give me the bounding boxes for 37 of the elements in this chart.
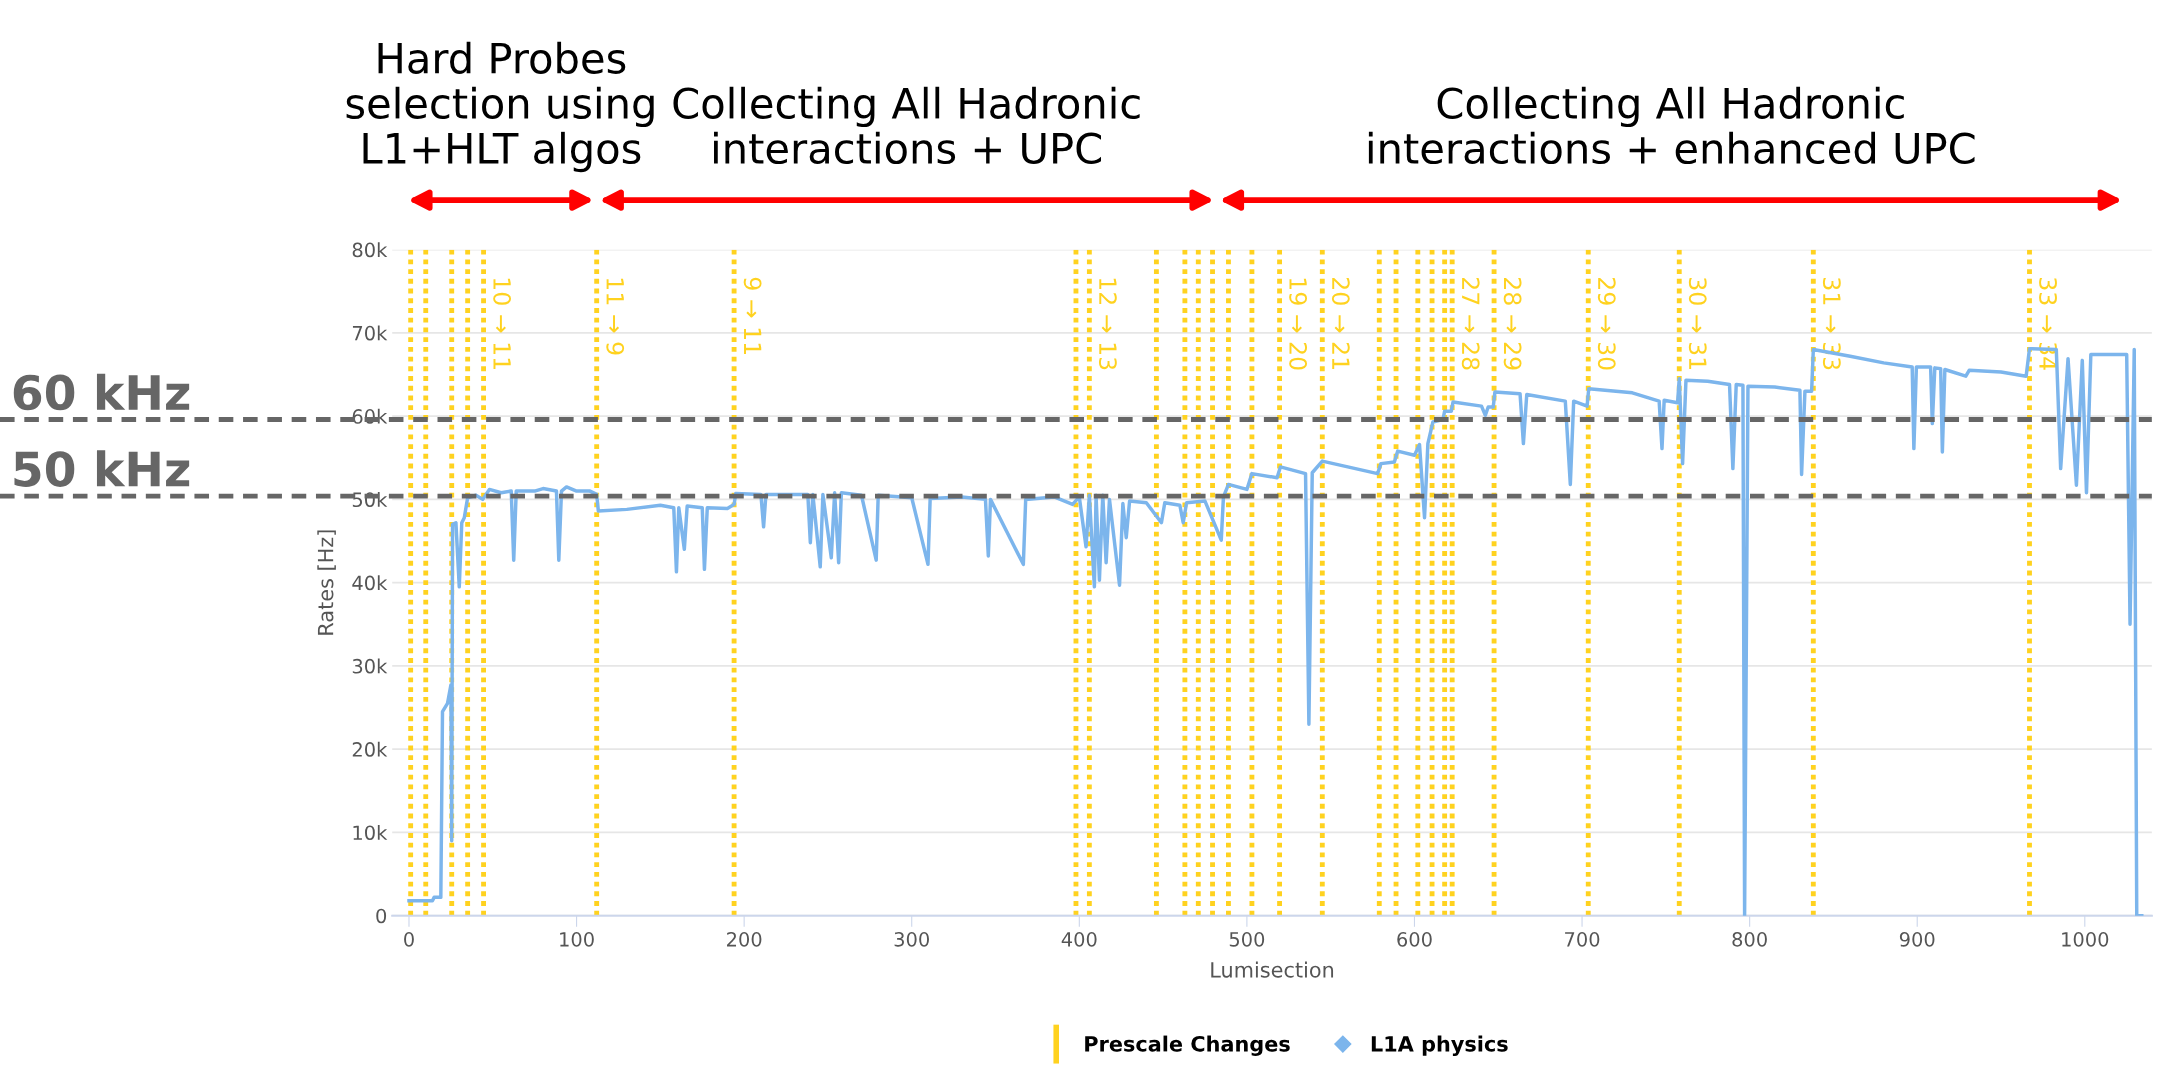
y-axis-title: Rates [Hz] (317, 530, 336, 635)
ref-line-label: 27 → 28 (1461, 278, 1480, 370)
x-tick-label: 200 (727, 931, 762, 947)
ref-line-label: 19 → 20 (1289, 278, 1308, 370)
x-tick-label: 0 (404, 931, 414, 947)
legend-label: L1A physics (1371, 1035, 1508, 1056)
ref-line-label: 50 kHz (14, 450, 190, 487)
y-tick-label: 0 (376, 908, 387, 924)
ref-line-label: 30 → 31 (1688, 278, 1707, 369)
text: Collecting All Hadronic interactions + enhanced UPC (1368, 86, 1975, 165)
x-tick-label: 300 (894, 931, 929, 947)
y-tick-label: 80k (352, 242, 388, 258)
x-tick-label: 800 (1732, 931, 1767, 947)
x-tick-label: 600 (1397, 931, 1432, 947)
ref-line-label: 9 → 11 (743, 277, 762, 354)
y-tick-label: 30k (352, 658, 388, 674)
x-tick-label: 500 (1229, 931, 1265, 947)
y-tick-label: 20k (352, 741, 388, 757)
x-tick-label: 900 (1899, 931, 1935, 947)
ref-line-label: 28 → 29 (1503, 278, 1522, 370)
text: Hard Probes selection using L1+HLT algos (346, 41, 654, 173)
x-tick-label: 700 (1565, 931, 1600, 947)
x-tick-label: 400 (1061, 931, 1097, 947)
ref-line-label: 12 → 13 (1098, 278, 1117, 370)
ref-line-label: 60 kHz (13, 373, 190, 411)
ref-line-label: 20 → 21 (1331, 278, 1350, 369)
ref-line-label: 10 → 11 (493, 278, 512, 369)
x-tick-label: 1000 (2062, 931, 2109, 947)
text: Prescale Changes (1085, 1035, 1290, 1056)
text: Collecting All Hadronic interactions + UPC (673, 86, 1140, 165)
ref-line-label: 29 → 30 (1597, 278, 1616, 370)
x-axis-title: Lumisection (1211, 961, 1334, 978)
y-tick-label: 70k (352, 325, 388, 341)
x-tick-label: 100 (560, 931, 594, 947)
y-tick-label: 40k (352, 575, 388, 591)
y-tick-label: 10k (353, 825, 388, 841)
ref-line-label: 11 → 9 (606, 278, 625, 355)
